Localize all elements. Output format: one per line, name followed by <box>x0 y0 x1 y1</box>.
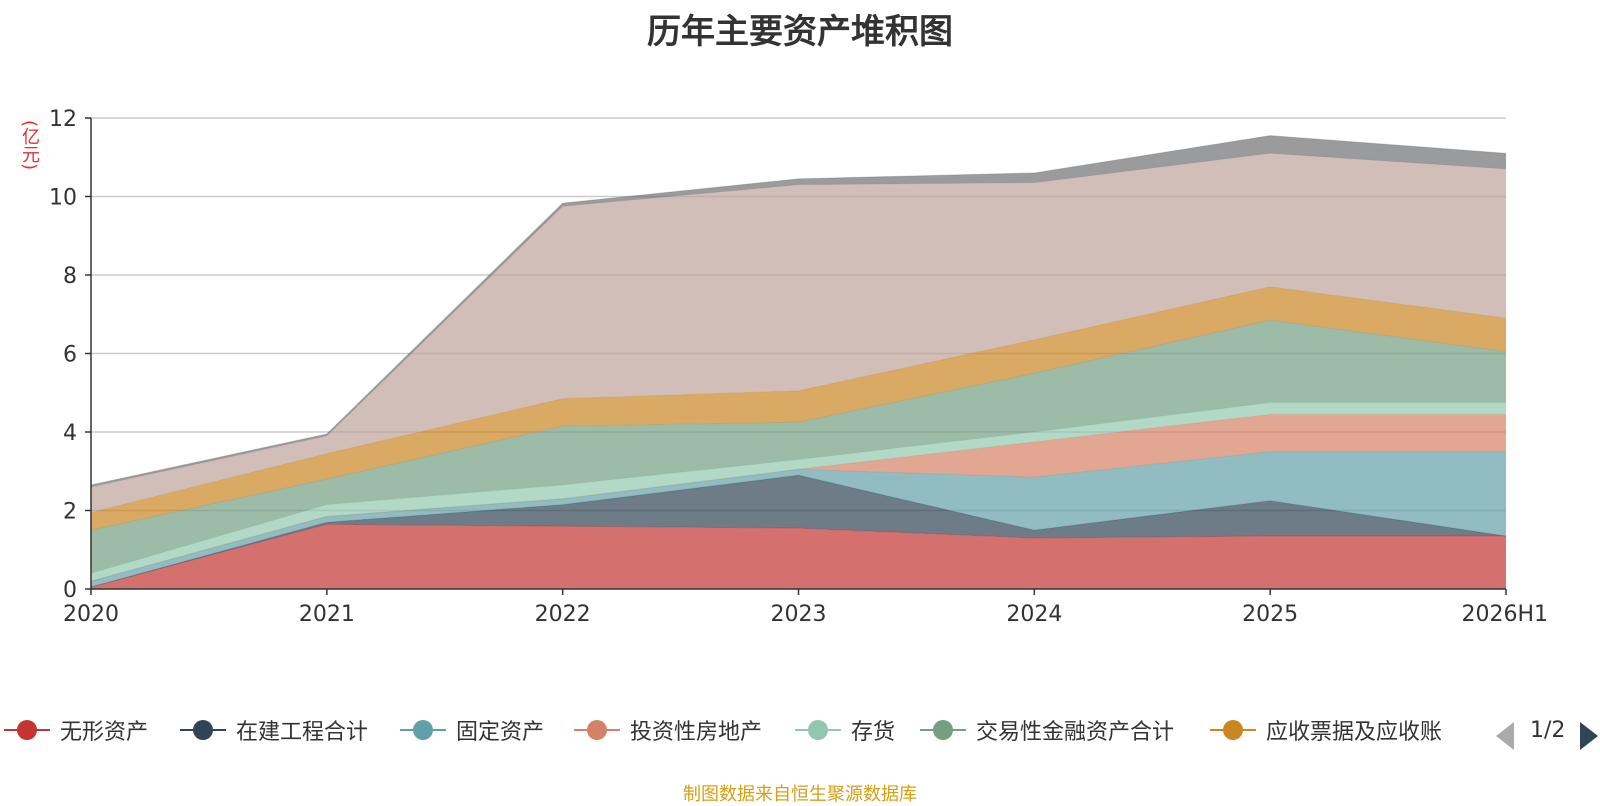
area-series <box>91 475 1506 588</box>
legend-marker <box>1208 712 1258 748</box>
y-tick-label: 2 <box>63 500 77 525</box>
legend-marker <box>398 712 448 748</box>
legend-prev-page-button[interactable] <box>1496 722 1514 750</box>
y-tick-label: 0 <box>63 578 77 603</box>
area-series <box>91 286 1506 531</box>
y-tick-label: 6 <box>63 343 77 368</box>
legend-item-receivables[interactable]: 应收票据及应收账 <box>1208 712 1442 748</box>
x-tick-label: 2024 <box>1006 602 1062 627</box>
legend-marker <box>793 712 843 748</box>
area-series <box>91 414 1506 582</box>
area-series-line <box>90 135 1507 486</box>
x-tick-label: 2026H1 <box>1461 602 1548 627</box>
legend-item-fixed-assets[interactable]: 固定资产 <box>398 712 544 748</box>
x-tick-label: 2022 <box>535 602 591 627</box>
legend-item-investment-property[interactable]: 投资性房地产 <box>572 712 762 748</box>
x-tick-label: 2023 <box>771 602 827 627</box>
legend-marker <box>178 712 228 748</box>
legend-label: 存货 <box>851 720 896 745</box>
legend-label: 固定资产 <box>456 720 545 745</box>
y-tick-label: 10 <box>49 186 77 211</box>
legend-label: 在建工程合计 <box>236 720 369 745</box>
x-tick-label: 2020 <box>63 602 119 627</box>
area-series <box>91 524 1506 589</box>
legend-marker <box>918 712 968 748</box>
y-tick-label: 12 <box>49 107 77 132</box>
legend-page-indicator: 1/2 <box>1530 718 1566 743</box>
y-tick-label: 4 <box>63 421 77 446</box>
legend-item-construction[interactable]: 在建工程合计 <box>178 712 368 748</box>
chart-title: 历年主要资产堆积图 <box>647 12 953 52</box>
legend-item-intangible[interactable]: 无形资产 <box>2 712 148 748</box>
legend-item-trading-financial-assets[interactable]: 交易性金融资产合计 <box>918 712 1174 748</box>
legend-label: 投资性房地产 <box>630 720 763 745</box>
legend: 无形资产 在建工程合计 固定资产 投资性房地产 存货 交易性金融资产合计 应收票… <box>0 712 1600 748</box>
data-source-note: 制图数据来自恒生聚源数据库 <box>683 784 917 805</box>
legend-label: 应收票据及应收账 <box>1266 720 1443 745</box>
x-tick-label: 2025 <box>1242 602 1298 627</box>
legend-item-inventory[interactable]: 存货 <box>793 712 895 748</box>
y-tick-label: 8 <box>63 264 77 289</box>
legend-next-page-button[interactable] <box>1580 722 1598 750</box>
legend-label: 交易性金融资产合计 <box>976 720 1175 745</box>
area-series <box>91 320 1506 574</box>
legend-label: 无形资产 <box>60 720 149 745</box>
x-tick-label: 2021 <box>299 602 355 627</box>
legend-marker <box>2 712 52 748</box>
area-series <box>91 451 1506 588</box>
area-series <box>91 153 1506 513</box>
legend-marker <box>572 712 622 748</box>
y-axis-unit: (亿元) <box>19 120 40 171</box>
